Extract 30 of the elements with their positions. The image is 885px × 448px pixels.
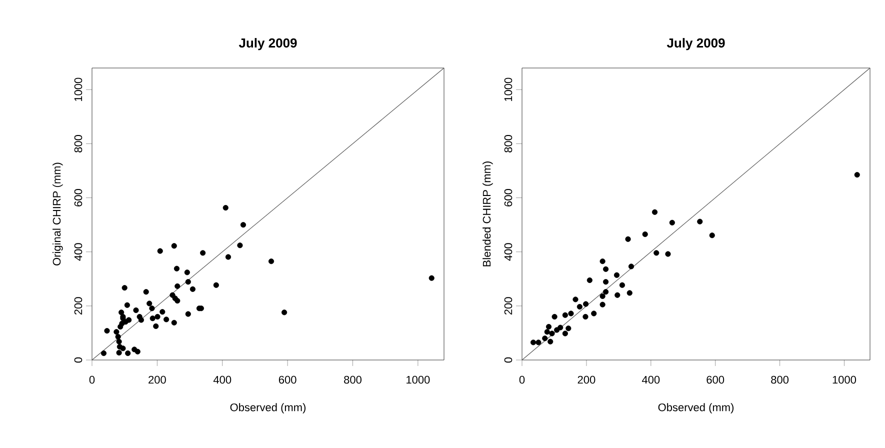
y-axis-title: Original CHIRP (mm) bbox=[52, 162, 63, 266]
x-axis-title: Observed (mm) bbox=[230, 403, 306, 414]
x-tick-label: 800 bbox=[771, 376, 789, 384]
x-tick-label: 0 bbox=[89, 376, 95, 384]
y-tick-label: 400 bbox=[504, 243, 512, 261]
y-axis-title: Blended CHIRP (mm) bbox=[482, 162, 493, 266]
chart-title: July 2009 bbox=[238, 38, 297, 50]
y-tick-label: 600 bbox=[504, 189, 512, 206]
y-tick-label: 200 bbox=[74, 297, 82, 315]
y-tick-label: 800 bbox=[504, 134, 512, 152]
x-tick-label: 400 bbox=[642, 376, 660, 384]
x-tick-label: 600 bbox=[706, 376, 724, 384]
x-tick-label: 200 bbox=[578, 376, 596, 384]
x-tick-label: 800 bbox=[344, 376, 362, 384]
x-tick-label: 400 bbox=[213, 376, 232, 384]
x-tick-label: 200 bbox=[148, 376, 166, 384]
x-tick-label: 600 bbox=[278, 376, 296, 384]
y-tick-label: 800 bbox=[74, 134, 82, 152]
x-tick-label: 1000 bbox=[832, 376, 856, 384]
x-tick-label: 0 bbox=[519, 376, 525, 384]
x-tick-label: 1000 bbox=[406, 376, 430, 384]
chart-title: July 2009 bbox=[666, 38, 725, 50]
y-tick-label: 1000 bbox=[74, 78, 82, 102]
y-tick-label: 0 bbox=[504, 357, 512, 363]
y-tick-label: 400 bbox=[74, 243, 82, 261]
y-tick-label: 200 bbox=[504, 297, 512, 315]
y-tick-label: 0 bbox=[74, 357, 82, 363]
y-tick-label: 600 bbox=[74, 189, 82, 206]
x-axis-title: Observed (mm) bbox=[658, 403, 734, 414]
y-tick-label: 1000 bbox=[504, 78, 512, 102]
